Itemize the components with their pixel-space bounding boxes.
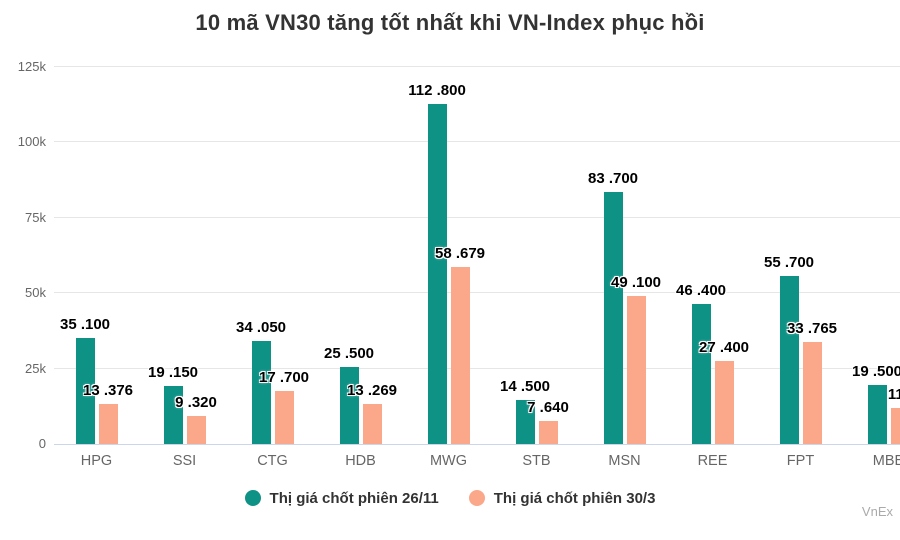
x-axis-tick-label-HPG: HPG [80,453,113,469]
legend-marker-salmon-icon [468,490,485,506]
legend-item-close-30-3[interactable]: Thị giá chốt phiên 30/3 [468,489,656,507]
y-axis-tick-label: 0 [38,436,46,451]
data-label-series1-HDB: 25 .500 [323,345,375,362]
x-axis-tick-label-FPT: FPT [786,453,815,469]
bar-series2-HDB[interactable] [362,404,382,444]
watermark: VnEx [861,504,893,519]
y-axis-tick-label: 125k [17,59,46,74]
bar-series2-SSI[interactable] [186,416,206,444]
gridline [54,368,900,369]
data-label-series2-MBB: 11 . [887,386,900,403]
data-label-series1-SSI: 19 .150 [147,364,199,381]
legend: Thị giá chốt phiên 26/11 Thị giá chốt ph… [0,486,900,510]
data-label-series2-REE: 27 .400 [698,339,750,356]
y-axis-tick-label: 75k [25,209,46,225]
x-axis-tick-label-STB: STB [522,453,551,469]
bar-series1-HDB[interactable] [339,367,359,444]
data-label-series1-CTG: 34 .050 [235,319,287,336]
x-axis-tick-label-CTG: CTG [257,453,288,469]
legend-label-26-11: Thị giá chốt phiên 26/11 [269,489,439,507]
data-label-series1-MSN: 83 .700 [587,170,639,187]
bar-series2-HPG[interactable] [98,404,118,444]
bar-series2-REE[interactable] [714,361,734,444]
bar-series2-STB[interactable] [538,421,558,444]
bar-series2-FPT[interactable] [802,342,822,444]
data-label-series2-STB: 7 .640 [527,399,569,416]
gridline [54,217,900,218]
data-label-series2-FPT: 33 .765 [786,320,838,337]
legend-item-close-26-11[interactable]: Thị giá chốt phiên 26/11 [244,489,439,507]
bar-series2-MWG[interactable] [450,267,470,444]
bar-series1-MSN[interactable] [603,192,623,444]
bar-series1-REE[interactable] [691,304,711,444]
x-axis-tick-label-MSN: MSN [608,453,641,469]
gridline [54,141,900,142]
x-axis-tick-label-SSI: SSI [172,453,197,469]
bar-series1-STB[interactable] [515,400,535,444]
y-axis-tick-label: 100k [17,134,46,150]
bar-series2-MSN[interactable] [626,296,646,444]
data-label-series1-REE: 46 .400 [675,282,727,299]
legend-label-30-3: Thị giá chốt phiên 30/3 [493,489,656,507]
data-label-series2-MWG: 58 .679 [434,245,486,262]
gridline [54,66,900,67]
data-label-series2-CTG: 17 .700 [258,369,310,386]
data-label-series1-HPG: 35 .100 [59,316,111,333]
data-label-series2-HPG: 13 .376 [82,382,134,399]
x-axis-tick-label-MWG: MWG [429,453,468,469]
y-axis-tick-label: 25k [25,360,46,376]
x-axis-tick-label-REE: REE [697,453,728,469]
bar-series2-MBB[interactable] [890,408,900,444]
x-axis-line [54,444,900,445]
bar-series1-MWG[interactable] [427,104,447,444]
data-label-series1-MBB: 19 .500 [851,363,900,380]
data-label-series2-HDB: 13 .269 [346,382,398,399]
data-label-series1-MWG: 112 .800 [408,82,466,99]
plot-area: 35 .100 13 .376 19 .150 9 .320 34 .050 17 .70… [54,66,900,445]
chart-title: 10 mã VN30 tăng tốt nhất khi VN-Index ph… [195,10,705,35]
y-axis-tick-label: 50k [25,285,46,301]
data-label-series2-SSI: 9 .320 [175,394,217,411]
data-label-series1-FPT: 55 .700 [763,254,815,271]
bar-series1-HPG[interactable] [75,338,95,444]
bar-series1-SSI[interactable] [163,386,183,444]
data-label-series2-MSN: 49 .100 [610,274,662,291]
bar-series1-FPT[interactable] [779,276,799,444]
x-axis-tick-label-MBB: MBB [872,453,900,469]
x-axis-tick-label-HDB: HDB [345,453,376,469]
bar-series1-CTG[interactable] [251,341,271,444]
bar-series1-MBB[interactable] [867,385,887,444]
bar-series2-CTG[interactable] [274,391,294,444]
legend-marker-teal-icon [244,490,261,506]
gridline [54,292,900,293]
data-label-series1-STB: 14 .500 [499,378,551,395]
